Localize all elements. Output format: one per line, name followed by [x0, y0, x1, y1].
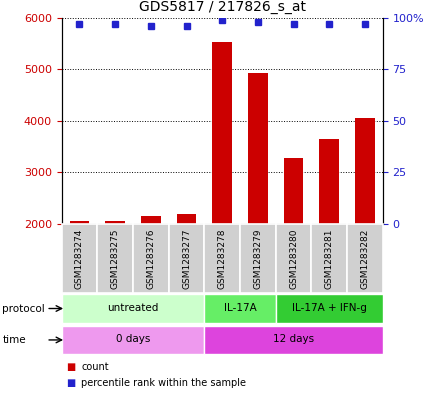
Text: 0 days: 0 days — [116, 334, 150, 344]
Bar — [177, 214, 196, 224]
Bar — [141, 216, 161, 224]
Bar — [105, 221, 125, 224]
Bar — [355, 118, 375, 224]
Text: GSM1283275: GSM1283275 — [110, 228, 120, 288]
FancyBboxPatch shape — [276, 224, 312, 293]
Title: GDS5817 / 217826_s_at: GDS5817 / 217826_s_at — [139, 0, 306, 14]
FancyBboxPatch shape — [240, 224, 276, 293]
Text: GSM1283280: GSM1283280 — [289, 228, 298, 288]
Text: percentile rank within the sample: percentile rank within the sample — [81, 378, 246, 388]
Text: count: count — [81, 362, 109, 373]
Text: GSM1283281: GSM1283281 — [325, 228, 334, 288]
Text: GSM1283282: GSM1283282 — [360, 228, 370, 288]
Text: 12 days: 12 days — [273, 334, 314, 344]
Bar — [70, 221, 89, 224]
Text: GSM1283276: GSM1283276 — [147, 228, 155, 288]
Text: IL-17A: IL-17A — [224, 303, 257, 313]
Bar — [284, 158, 304, 224]
FancyBboxPatch shape — [62, 294, 204, 323]
Text: protocol: protocol — [2, 303, 45, 314]
FancyBboxPatch shape — [204, 326, 383, 354]
FancyBboxPatch shape — [204, 224, 240, 293]
FancyBboxPatch shape — [62, 326, 204, 354]
FancyBboxPatch shape — [133, 224, 169, 293]
Text: ■: ■ — [66, 362, 75, 373]
Text: ■: ■ — [66, 378, 75, 388]
Text: GSM1283277: GSM1283277 — [182, 228, 191, 288]
Text: GSM1283274: GSM1283274 — [75, 228, 84, 288]
Bar — [319, 139, 339, 224]
Text: IL-17A + IFN-g: IL-17A + IFN-g — [292, 303, 367, 313]
Text: GSM1283278: GSM1283278 — [218, 228, 227, 288]
Bar — [248, 73, 268, 224]
FancyBboxPatch shape — [169, 224, 204, 293]
Text: GSM1283279: GSM1283279 — [253, 228, 262, 288]
Bar — [213, 42, 232, 224]
FancyBboxPatch shape — [62, 224, 97, 293]
Text: untreated: untreated — [107, 303, 159, 313]
FancyBboxPatch shape — [97, 224, 133, 293]
FancyBboxPatch shape — [276, 294, 383, 323]
Text: time: time — [2, 335, 26, 345]
FancyBboxPatch shape — [312, 224, 347, 293]
FancyBboxPatch shape — [347, 224, 383, 293]
FancyBboxPatch shape — [204, 294, 276, 323]
